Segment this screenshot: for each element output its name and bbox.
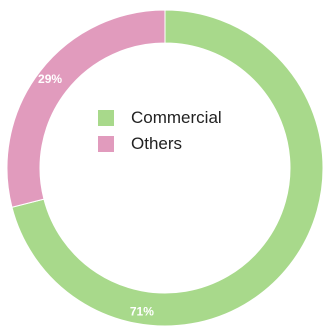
legend-item-commercial[interactable]: Commercial xyxy=(98,108,222,128)
slice-label-commercial: 71% xyxy=(130,305,154,319)
legend-swatch-others xyxy=(98,136,114,152)
donut-slice-others[interactable] xyxy=(6,9,166,208)
legend-label-others: Others xyxy=(131,134,183,153)
legend-label-commercial: Commercial xyxy=(131,108,222,127)
legend-swatch-commercial xyxy=(98,110,114,126)
chart-legend: Commercial Others xyxy=(98,108,222,160)
donut-slice-commercial[interactable] xyxy=(11,9,323,327)
slice-label-others: 29% xyxy=(38,72,62,86)
legend-item-others[interactable]: Others xyxy=(98,134,222,154)
